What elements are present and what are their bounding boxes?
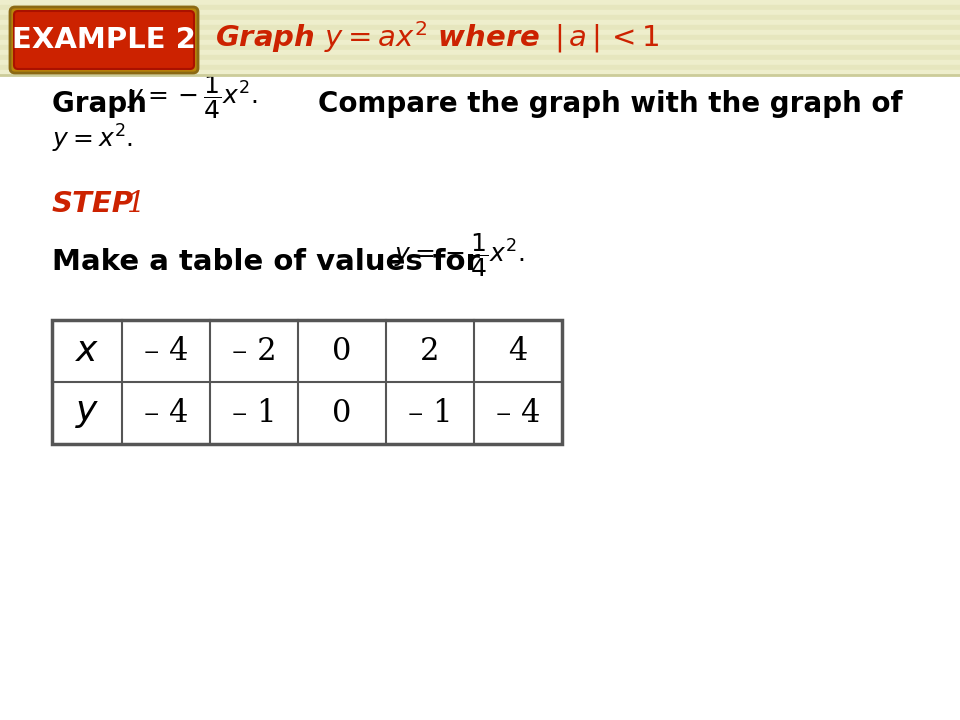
Bar [0, 90, 960, 95]
Text: EXAMPLE 2: EXAMPLE 2 [12, 26, 196, 54]
Bar [0, 85, 960, 90]
Text: – 4: – 4 [144, 336, 188, 366]
Text: – 1: – 1 [408, 397, 452, 428]
Text: Make a table of values for: Make a table of values for [52, 248, 480, 276]
Bar [0, 40, 960, 45]
Bar [0, 65, 960, 70]
Text: $y = x^2.$: $y = x^2.$ [52, 123, 133, 156]
Text: $y$: $y$ [75, 396, 99, 430]
Text: – 1: – 1 [231, 397, 276, 428]
Text: $x$: $x$ [75, 334, 99, 368]
Bar [0, 5, 960, 10]
FancyBboxPatch shape [14, 11, 194, 69]
Text: 1: 1 [127, 190, 146, 218]
Bar [0, 75, 960, 80]
FancyBboxPatch shape [10, 7, 198, 73]
Bar [0, 60, 960, 65]
Bar [0, 15, 960, 20]
Bar [0, 20, 960, 25]
Bar [0, 75, 960, 720]
Text: 2: 2 [420, 336, 440, 366]
Text: Graph $y = ax^2$ where $\,|\,a\,|\,< 1$: Graph $y = ax^2$ where $\,|\,a\,|\,< 1$ [215, 19, 660, 55]
Text: – 2: – 2 [231, 336, 276, 366]
Bar [0, 80, 960, 85]
Bar [0, 30, 960, 35]
Text: – 4: – 4 [144, 397, 188, 428]
Text: Graph: Graph [52, 90, 156, 118]
Bar [0, 50, 960, 55]
Bar [0, 0, 960, 5]
Bar [0, 45, 960, 50]
Text: 4: 4 [509, 336, 528, 366]
Bar [0, 35, 960, 40]
Text: STEP: STEP [52, 190, 134, 218]
Bar [0, 70, 960, 75]
Text: 0: 0 [332, 336, 351, 366]
Text: $y = -\dfrac{1}{4}x^2.$: $y = -\dfrac{1}{4}x^2.$ [127, 73, 258, 121]
Bar [0, 25, 960, 30]
Bar [52, 320, 562, 444]
Text: Compare the graph with the graph of: Compare the graph with the graph of [318, 90, 902, 118]
Text: – 4: – 4 [495, 397, 540, 428]
Bar [0, 10, 960, 15]
Text: 0: 0 [332, 397, 351, 428]
Bar [0, 55, 960, 60]
Text: $y = -\dfrac{1}{4}x^2.$: $y = -\dfrac{1}{4}x^2.$ [394, 231, 525, 279]
